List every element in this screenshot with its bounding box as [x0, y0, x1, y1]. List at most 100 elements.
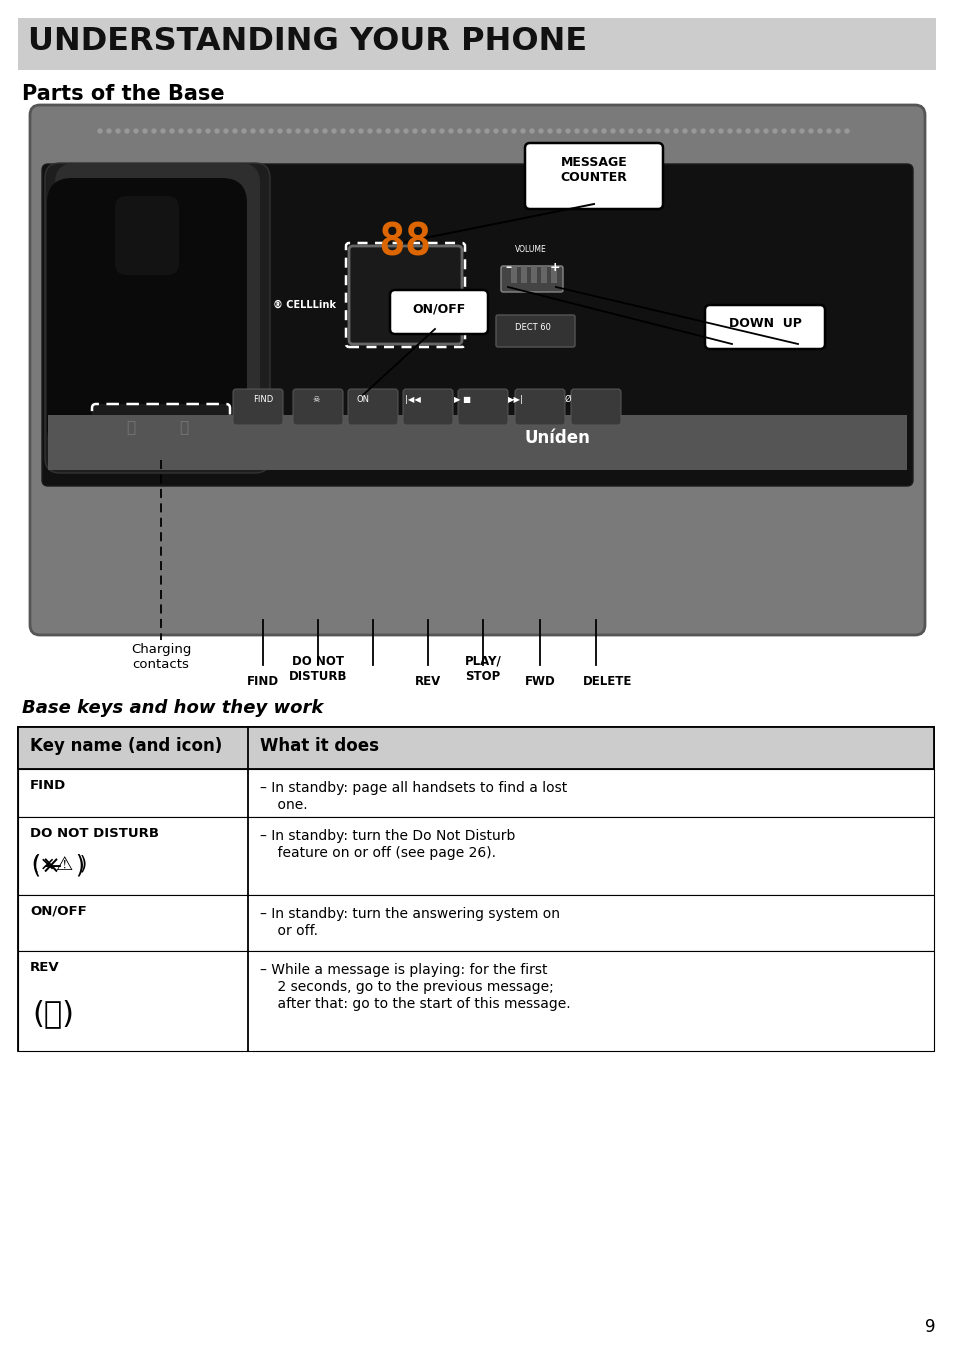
Circle shape	[170, 129, 173, 133]
Circle shape	[737, 129, 740, 133]
Circle shape	[682, 129, 686, 133]
Text: ON: ON	[356, 395, 369, 403]
Text: DECT 60: DECT 60	[515, 323, 551, 332]
Text: 2 seconds, go to the previous message;: 2 seconds, go to the previous message;	[260, 981, 553, 994]
Circle shape	[817, 129, 821, 133]
Circle shape	[413, 129, 416, 133]
Circle shape	[143, 129, 147, 133]
Text: ® CELLLink: ® CELLLink	[273, 300, 335, 309]
FancyBboxPatch shape	[45, 163, 270, 473]
Text: (⏮): (⏮)	[32, 999, 74, 1028]
Circle shape	[277, 129, 282, 133]
Circle shape	[538, 129, 542, 133]
Circle shape	[125, 129, 129, 133]
Circle shape	[664, 129, 668, 133]
Circle shape	[206, 129, 210, 133]
Circle shape	[449, 129, 453, 133]
Circle shape	[323, 129, 327, 133]
FancyBboxPatch shape	[524, 143, 662, 208]
Circle shape	[305, 129, 309, 133]
Circle shape	[188, 129, 192, 133]
Circle shape	[224, 129, 228, 133]
Circle shape	[547, 129, 552, 133]
FancyBboxPatch shape	[293, 389, 343, 425]
Text: – While a message is playing: for the first: – While a message is playing: for the fi…	[260, 963, 547, 976]
Text: What it does: What it does	[260, 737, 378, 755]
Text: 88: 88	[377, 222, 432, 265]
Circle shape	[196, 129, 201, 133]
FancyBboxPatch shape	[91, 404, 230, 461]
Circle shape	[287, 129, 291, 133]
FancyBboxPatch shape	[402, 389, 453, 425]
Circle shape	[808, 129, 812, 133]
Text: REV: REV	[30, 960, 59, 974]
Text: ⏻: ⏻	[179, 420, 189, 434]
Circle shape	[502, 129, 506, 133]
Text: FIND: FIND	[253, 395, 273, 403]
Circle shape	[646, 129, 650, 133]
Text: Ø: Ø	[564, 395, 571, 403]
Text: 9: 9	[924, 1318, 935, 1336]
Text: ▶▶|: ▶▶|	[508, 395, 523, 403]
Text: DO NOT
DISTURB: DO NOT DISTURB	[289, 655, 347, 683]
Circle shape	[719, 129, 722, 133]
FancyBboxPatch shape	[55, 163, 260, 459]
Text: – In standby: turn the Do Not Disturb: – In standby: turn the Do Not Disturb	[260, 829, 515, 843]
Circle shape	[484, 129, 489, 133]
Circle shape	[403, 129, 408, 133]
Circle shape	[700, 129, 704, 133]
FancyBboxPatch shape	[348, 389, 397, 425]
Circle shape	[772, 129, 776, 133]
Bar	[18, 951, 933, 1050]
Text: (×̶  ): (×̶ )	[32, 853, 85, 877]
FancyBboxPatch shape	[500, 266, 562, 292]
Circle shape	[332, 129, 335, 133]
Circle shape	[800, 129, 803, 133]
Bar	[18, 17, 935, 70]
Circle shape	[161, 129, 165, 133]
Circle shape	[494, 129, 497, 133]
Circle shape	[358, 129, 363, 133]
Circle shape	[179, 129, 183, 133]
Circle shape	[530, 129, 534, 133]
Circle shape	[214, 129, 219, 133]
Text: Charging
contacts: Charging contacts	[131, 643, 191, 671]
Circle shape	[152, 129, 156, 133]
Circle shape	[610, 129, 615, 133]
Circle shape	[520, 129, 524, 133]
Circle shape	[656, 129, 659, 133]
FancyBboxPatch shape	[30, 105, 924, 635]
Text: Base keys and how they work: Base keys and how they work	[22, 699, 323, 717]
FancyBboxPatch shape	[233, 389, 283, 425]
Text: PLAY/
STOP: PLAY/ STOP	[464, 655, 501, 683]
Circle shape	[421, 129, 426, 133]
Text: |◀◀: |◀◀	[405, 395, 420, 403]
Text: FIND: FIND	[247, 675, 279, 689]
Circle shape	[601, 129, 605, 133]
Circle shape	[395, 129, 398, 133]
Text: one.: one.	[260, 798, 307, 812]
Bar	[18, 728, 933, 769]
Circle shape	[350, 129, 354, 133]
Circle shape	[133, 129, 138, 133]
Text: ON/OFF: ON/OFF	[30, 905, 87, 919]
Circle shape	[476, 129, 479, 133]
Text: –: –	[504, 261, 511, 274]
Text: UNDERSTANDING YOUR PHONE: UNDERSTANDING YOUR PHONE	[28, 26, 586, 56]
Circle shape	[844, 129, 848, 133]
Circle shape	[673, 129, 678, 133]
Circle shape	[709, 129, 713, 133]
Circle shape	[593, 129, 597, 133]
Text: Parts of the Base: Parts of the Base	[22, 83, 224, 104]
Circle shape	[691, 129, 696, 133]
Text: Key name (and icon): Key name (and icon)	[30, 737, 222, 755]
Bar	[18, 769, 933, 816]
FancyBboxPatch shape	[571, 389, 620, 425]
Text: FWD: FWD	[524, 675, 555, 689]
Circle shape	[295, 129, 299, 133]
Circle shape	[98, 129, 102, 133]
Circle shape	[619, 129, 623, 133]
Circle shape	[386, 129, 390, 133]
Circle shape	[116, 129, 120, 133]
Circle shape	[340, 129, 345, 133]
